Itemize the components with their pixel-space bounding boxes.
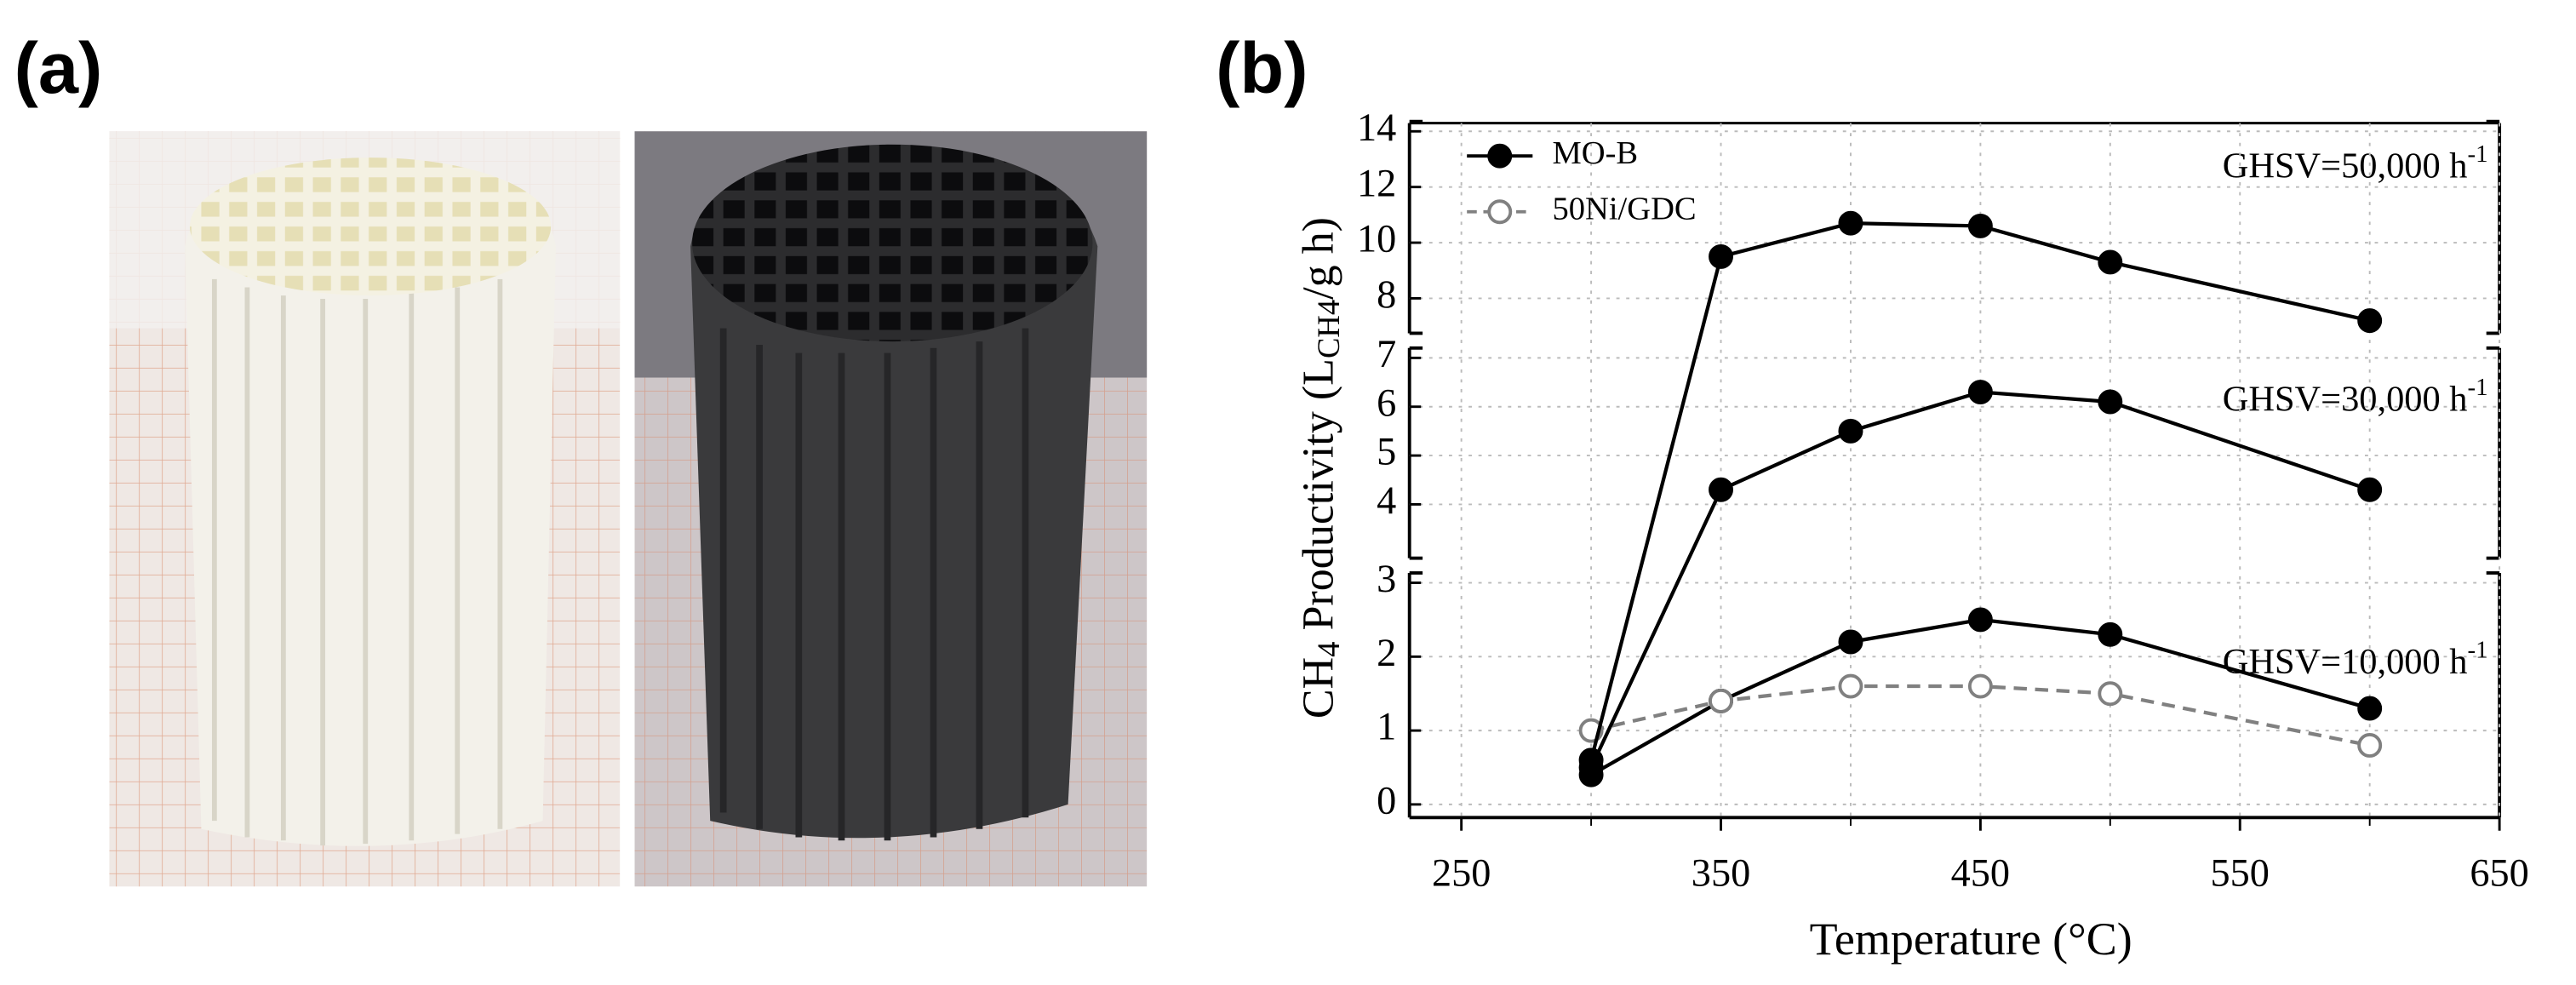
data-point (1578, 747, 1604, 773)
data-point (1709, 243, 1733, 269)
data-point (1967, 380, 1993, 404)
data-point (2098, 249, 2123, 275)
data-point (1967, 673, 1993, 699)
series-line (1590, 684, 2371, 747)
annotation: GHSV=50,000 h-1 (2223, 140, 2488, 186)
y-tick-label: 6 (1377, 381, 1396, 425)
data-point (1838, 673, 1863, 699)
x-axis-title: Temperature (°C) (1810, 913, 2132, 965)
x-tick-label: 450 (1951, 851, 2010, 895)
data-point (2098, 389, 2123, 415)
annotation: GHSV=30,000 h-1 (2223, 374, 2488, 420)
annotation-part: GHSV=30,000 h (2223, 379, 2468, 419)
y-axis-title-part: /g h) (1294, 217, 1342, 300)
series-line (1589, 390, 2371, 769)
x-tick-label: 250 (1432, 851, 1491, 895)
x-tick-label: 650 (2470, 851, 2528, 895)
legend-label: MO-B (1552, 135, 1638, 171)
data-point (2098, 621, 2123, 647)
annotation-part: GHSV=10,000 h (2223, 642, 2468, 682)
y-tick-label: 14 (1357, 106, 1396, 150)
y-axis-title-part: CH (1294, 657, 1342, 719)
legend-marker (1487, 143, 1513, 169)
data-point (1967, 607, 1993, 633)
y-tick-label: 2 (1377, 632, 1396, 675)
data-point (1709, 688, 1733, 713)
y-axis-title-part: 4 (1311, 642, 1346, 657)
legend-label: 50Ni/GDC (1552, 192, 1696, 227)
data-point (2357, 696, 2383, 721)
data-point (1838, 629, 1863, 655)
annotation-part: -1 (2468, 140, 2488, 168)
x-tick-label: 350 (1692, 851, 1750, 895)
photo-black-monolith (634, 131, 1148, 887)
annotation-part: -1 (2468, 636, 2488, 663)
annotation-part: GHSV=50,000 h (2223, 146, 2468, 186)
data-point (2357, 308, 2383, 334)
series-line (1590, 617, 2371, 777)
y-axis-title-part: Productivity (L (1294, 358, 1342, 642)
panel-label: (a) (14, 27, 103, 108)
y-tick-label: 8 (1377, 273, 1396, 317)
data-point (2357, 733, 2383, 758)
series-line (1589, 221, 2371, 761)
annotation: GHSV=10,000 h-1 (2223, 636, 2488, 682)
data-point (1709, 477, 1733, 502)
y-tick-label: 12 (1357, 162, 1396, 205)
data-point (2357, 477, 2383, 502)
data-point (1838, 210, 1863, 236)
panel-label: (b) (1216, 27, 1308, 108)
data-point (1838, 418, 1863, 444)
photo-white-monolith (109, 131, 621, 887)
legend-marker (1487, 199, 1513, 225)
y-tick-label: 4 (1377, 479, 1396, 523)
y-tick-label: 1 (1377, 706, 1396, 749)
y-tick-label: 5 (1377, 431, 1396, 474)
annotation-part: -1 (2468, 374, 2488, 401)
y-tick-label: 10 (1357, 218, 1396, 261)
x-tick-label: 550 (2211, 851, 2270, 895)
y-axis-title-part: CH4 (1311, 300, 1346, 358)
data-point (2098, 681, 2123, 707)
data-point (1967, 213, 1993, 238)
y-tick-label: 0 (1377, 780, 1396, 823)
y-tick-label: 7 (1377, 333, 1396, 376)
y-axis-title: CH4 Productivity (LCH4/g h) (1294, 217, 1346, 719)
y-tick-label: 3 (1377, 558, 1396, 601)
